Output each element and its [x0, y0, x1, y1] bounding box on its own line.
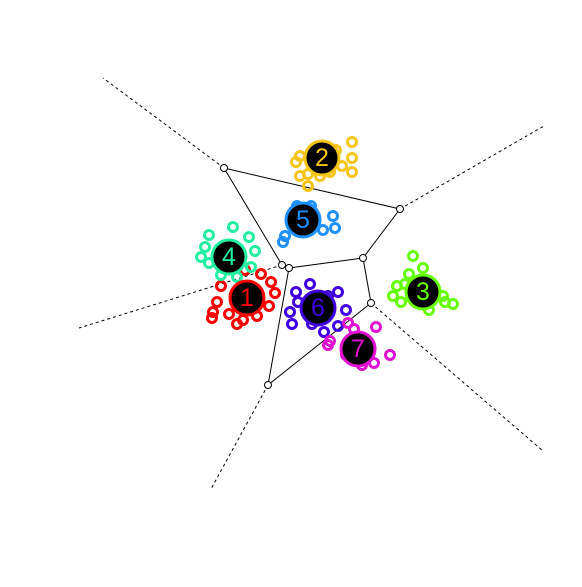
cluster-1-point [269, 287, 281, 299]
voronoi-vertex [264, 381, 272, 389]
voronoi-ray [210, 384, 269, 490]
cluster-3-point [447, 298, 459, 310]
cluster-1-point [207, 306, 219, 318]
voronoi-vertex [285, 264, 293, 272]
cluster-4-point [249, 245, 261, 257]
cluster-label: 3 [416, 278, 430, 306]
cluster-6-point [332, 286, 344, 298]
cluster-6-center: 6 [299, 289, 337, 327]
cluster-label: 1 [240, 284, 254, 312]
voronoi-edge [288, 257, 364, 269]
cluster-4-point [245, 261, 257, 273]
cluster-label: 2 [315, 144, 329, 172]
cluster-2-point [346, 166, 358, 178]
cluster-1-point [263, 300, 275, 312]
cluster-label: 4 [222, 243, 236, 271]
cluster-1-point [206, 312, 218, 324]
voronoi-vertex [367, 299, 375, 307]
voronoi-edge [223, 167, 283, 266]
cluster-2-point [294, 150, 306, 162]
cluster-3-point [407, 250, 419, 262]
voronoi-ray [370, 302, 544, 452]
voronoi-edge [362, 208, 401, 259]
cluster-1-point [223, 308, 235, 320]
cluster-3-point [395, 296, 407, 308]
cluster-3-center: 3 [404, 273, 442, 311]
cluster-label: 7 [351, 335, 365, 363]
cluster-5-point [327, 210, 339, 222]
cluster-6-point [286, 318, 298, 330]
voronoi-edge [267, 267, 290, 386]
cluster-3-point [387, 290, 399, 302]
cluster-centers: 1 2 3 4 5 67 [210, 139, 442, 368]
cluster-4-center: 4 [210, 238, 248, 276]
cluster-label: 5 [296, 206, 310, 234]
voronoi-rays [78, 77, 545, 490]
cluster-4-point [203, 229, 215, 241]
cluster-1-point [255, 268, 267, 280]
cluster-6-point [318, 326, 330, 338]
voronoi-vertices [220, 164, 404, 389]
cluster-6-point [332, 320, 344, 332]
cluster-5-center: 5 [284, 201, 322, 239]
voronoi-ray [102, 77, 225, 169]
cluster-5-point [279, 230, 291, 242]
cluster-center-marker [210, 238, 248, 276]
cluster-center-marker [284, 201, 322, 239]
cluster-center-marker [339, 330, 377, 368]
cluster-2-point [346, 136, 358, 148]
cluster-5-point [277, 236, 289, 248]
cluster-3-point [417, 262, 429, 274]
cluster-6-point [284, 306, 296, 318]
cluster-1-point [215, 280, 227, 292]
cluster-4-point [195, 251, 207, 263]
voronoi-vertex [359, 254, 367, 262]
voronoi-edge [362, 257, 372, 304]
cluster-center-marker [228, 279, 266, 317]
cluster-6-point [304, 278, 316, 290]
cluster-5-point [329, 222, 341, 234]
voronoi-vertex [396, 205, 404, 213]
cluster-2-center: 2 [303, 139, 341, 177]
cluster-7-point [342, 317, 354, 329]
cluster-center-marker [299, 289, 337, 327]
cluster-6-point [340, 304, 352, 316]
cluster-4-point [243, 231, 255, 243]
cluster-4-point [199, 241, 211, 253]
voronoi-vertex [220, 164, 228, 172]
voronoi-edge [267, 302, 372, 386]
cluster-1-point [265, 276, 277, 288]
cluster-label: 6 [311, 294, 325, 322]
cluster-7-point [370, 321, 382, 333]
cluster-1-point [211, 296, 223, 308]
cluster-1-point [231, 318, 243, 330]
cluster-6-point [290, 286, 302, 298]
cluster-2-point [302, 180, 314, 192]
cluster-4-point [227, 221, 239, 233]
voronoi-vertex [278, 261, 286, 269]
cluster-7-point [322, 339, 334, 351]
voronoi-ray [399, 125, 545, 210]
cluster-3-point [403, 268, 415, 280]
cluster-7-center: 7 [339, 330, 377, 368]
cluster-7-point [384, 349, 396, 361]
cluster-2-point [346, 152, 358, 164]
cluster-center-marker [303, 139, 341, 177]
cluster-1-center: 1 [228, 279, 266, 317]
cluster-center-marker [404, 273, 442, 311]
